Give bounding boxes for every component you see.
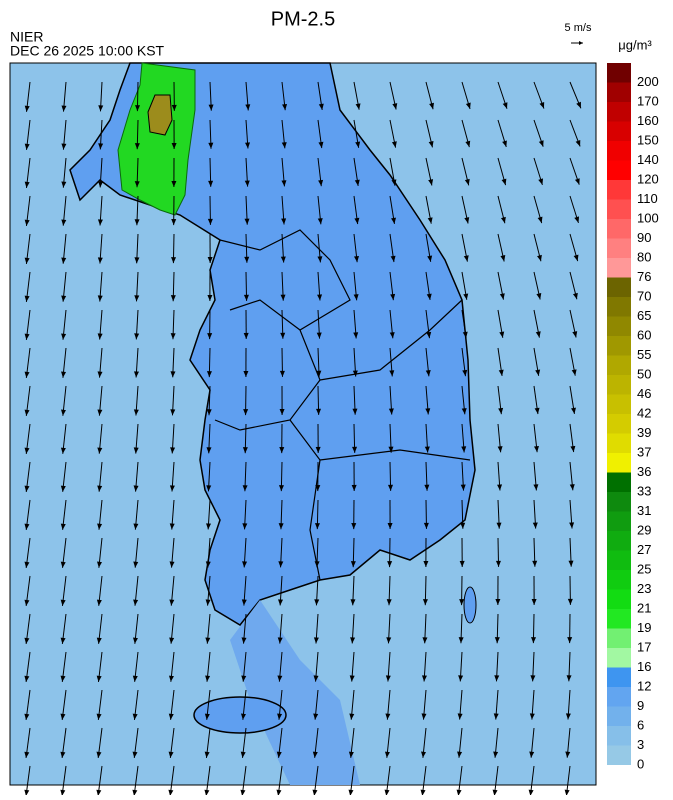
legend-swatch [607,63,631,83]
legend-swatch [607,414,631,434]
legend-swatch [607,726,631,746]
legend-label: 65 [637,308,651,323]
legend-swatch [607,258,631,278]
legend-swatch [607,297,631,317]
legend-label: 36 [637,464,651,479]
legend-label: 110 [637,191,658,206]
legend-swatch [607,317,631,337]
legend-swatch [607,531,631,551]
legend-swatch [607,336,631,356]
legend-label: 19 [637,620,651,635]
legend-label: 27 [637,542,651,557]
legend-label: 120 [637,171,659,186]
legend-swatch [607,141,631,161]
legend-swatch [607,395,631,415]
wind-arrow-head [312,790,317,795]
wind-arrow-head [240,790,245,795]
legend-label: 76 [637,269,651,284]
legend-label: 25 [637,561,651,576]
legend-swatch [607,668,631,688]
wind-arrow-head [60,790,65,795]
legend-swatch [607,512,631,532]
legend-label: 39 [637,425,651,440]
legend-swatch [607,356,631,376]
wind-arrow-head [493,790,498,795]
legend-swatch [607,590,631,610]
wind-arrow-head [349,790,354,795]
legend-swatch [607,239,631,259]
wind-arrow-head [421,790,426,795]
legend-swatch [607,161,631,181]
legend-label: 200 [637,74,659,89]
wind-scale-label: 5 m/s [565,22,592,34]
legend-swatch [607,570,631,590]
legend-swatch [607,219,631,239]
legend-label: 140 [637,152,659,167]
map-title: PM-2.5 [271,8,335,30]
legend-swatch [607,453,631,473]
legend-label: 23 [637,581,651,596]
map-area [10,63,596,795]
legend-swatch [607,746,631,766]
legend-label: 55 [637,347,651,362]
legend-swatch [607,278,631,298]
legend-label: 6 [637,717,644,732]
legend-label: 150 [637,132,659,147]
legend-label: 31 [637,503,651,518]
wind-arrow-head [385,790,390,795]
legend-label: 12 [637,678,651,693]
legend-swatch [607,609,631,629]
legend-label: 3 [637,737,644,752]
wind-arrow-head [276,790,281,795]
legend-label: 80 [637,249,651,264]
legend-label: 60 [637,327,651,342]
legend-swatch [607,180,631,200]
legend-label: 37 [637,444,651,459]
wind-arrow-head [24,790,29,795]
legend-swatch [607,102,631,122]
legend-label: 33 [637,483,651,498]
island [464,587,476,623]
wind-scale-arrow [571,41,583,45]
legend-swatch [607,122,631,142]
legend-swatch [607,687,631,707]
legend-swatch [607,473,631,493]
legend-label: 17 [637,639,651,654]
legend-swatch [607,434,631,454]
legend-label: 29 [637,522,651,537]
legend-label: 100 [637,210,659,225]
wind-arrow-head [457,790,462,795]
legend-swatch [607,375,631,395]
legend-label: 42 [637,405,651,420]
legend-swatch [607,707,631,727]
wind-arrow-head [565,790,570,795]
colorbar: 0369121617192123252729313336373942465055… [607,63,659,771]
legend-unit: μg/m³ [618,37,652,52]
legend-label: 70 [637,288,651,303]
legend-label: 21 [637,600,651,615]
legend-swatch [607,83,631,103]
wind-arrow-head [529,790,534,795]
legend-label: 9 [637,698,644,713]
legend-swatch [607,629,631,649]
wind-arrow-head [96,790,101,795]
legend-swatch [607,551,631,571]
legend-swatch [607,648,631,668]
wind-arrow-head [204,790,209,795]
legend-label: 160 [637,113,659,128]
wind-arrow-head [168,790,173,795]
legend-label: 16 [637,659,651,674]
wind-arrow-head [132,790,137,795]
legend-swatch [607,200,631,220]
legend-label: 46 [637,386,651,401]
datetime: DEC 26 2025 10:00 KST [10,43,165,59]
legend-label: 90 [637,230,651,245]
legend-label: 0 [637,756,644,771]
legend-label: 170 [637,93,659,108]
legend-swatch [607,492,631,512]
legend-label: 50 [637,366,651,381]
